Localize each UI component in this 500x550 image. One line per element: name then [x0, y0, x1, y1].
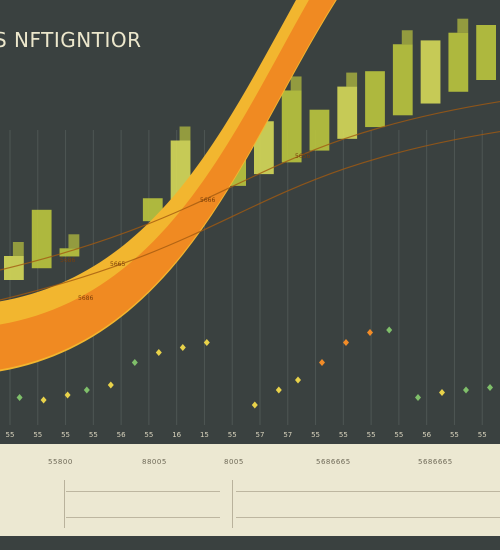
band-label: 5686	[78, 295, 93, 302]
footer-label-1: 55800	[48, 458, 73, 466]
marker	[275, 386, 282, 394]
chart: 5686 5665 5666 5656 5686 55 55 55 55 56 55 16 15 55 57…	[0, 0, 500, 440]
bar-cap	[179, 126, 191, 141]
bar-cap	[346, 72, 358, 87]
marker	[415, 394, 421, 401]
marker	[64, 391, 71, 399]
x-tick-label: 55	[339, 431, 348, 439]
bar	[420, 40, 441, 104]
marker	[107, 381, 114, 389]
bar	[4, 256, 24, 280]
x-tick-label: 55	[450, 431, 459, 439]
footer-divider-1	[64, 480, 65, 528]
x-tick-label: 55	[228, 431, 237, 439]
x-tick-label: 15	[200, 431, 209, 439]
footer-label-4: 5686665	[316, 458, 351, 466]
bar	[392, 44, 413, 116]
bar-cap	[12, 242, 24, 256]
footer-label-2: 88005	[142, 458, 167, 466]
x-tick-label: 16	[172, 431, 181, 439]
footer-rule-4	[236, 517, 500, 518]
x-tick-label: 55	[478, 431, 487, 439]
footer-rule-1	[66, 491, 220, 492]
x-tick-label: 56	[117, 431, 126, 439]
chart-background	[0, 0, 500, 440]
x-tick-label: 55	[61, 431, 70, 439]
footer-label-5: 5686665	[418, 458, 453, 466]
bar	[31, 209, 52, 269]
bar	[309, 109, 330, 151]
band-inner	[0, 0, 336, 370]
bar	[448, 32, 469, 92]
marker	[439, 389, 445, 396]
chart-title: S NFTIGNTIOR	[0, 28, 142, 52]
x-tick-label: 55	[394, 431, 403, 439]
band-label: 5665	[110, 261, 125, 268]
band-label: 5656	[295, 153, 310, 160]
band-outer	[0, 0, 337, 372]
x-tick-label: 57	[283, 431, 292, 439]
band-guide-line	[0, 131, 500, 301]
bar	[365, 71, 385, 128]
x-tick-label: 56	[422, 431, 431, 439]
marker	[155, 349, 162, 356]
footer-rule-2	[66, 517, 220, 518]
bar	[337, 86, 358, 139]
marker	[295, 376, 301, 384]
footer-divider-2	[232, 480, 233, 528]
x-tick-label: 55	[144, 431, 153, 439]
marker	[463, 386, 469, 394]
band-label: 5666	[200, 197, 215, 204]
marker	[203, 339, 210, 346]
bar	[281, 90, 302, 163]
x-tick-label: 55	[367, 431, 376, 439]
marker	[40, 396, 47, 404]
band-guide-line	[0, 101, 500, 271]
marker	[251, 401, 258, 409]
x-tick-label: 55	[311, 431, 320, 439]
bar	[476, 25, 496, 80]
x-tick-label: 55	[89, 431, 98, 439]
marker	[319, 359, 325, 366]
footer-label-3: 8005	[224, 458, 244, 466]
band-label: 5686	[60, 257, 75, 264]
marker	[367, 329, 373, 336]
marker	[83, 386, 90, 394]
bar-cap	[68, 234, 80, 249]
marker	[343, 339, 349, 346]
x-tick-label: 55	[33, 431, 42, 439]
bar	[59, 248, 80, 257]
bar-cap	[457, 18, 469, 33]
bar-cap	[401, 30, 413, 45]
marker	[16, 394, 23, 401]
marker	[386, 326, 393, 334]
marker	[487, 384, 493, 391]
footer-panel: 55800 88005 8005 5686665 5686665	[0, 444, 500, 536]
footer-rule-3	[236, 491, 500, 492]
x-tick-label: 55	[6, 431, 15, 439]
marker	[179, 344, 186, 351]
bar-cap	[290, 76, 302, 91]
marker	[131, 359, 138, 366]
bottom-strip	[0, 536, 500, 550]
x-tick-label: 57	[256, 431, 265, 439]
